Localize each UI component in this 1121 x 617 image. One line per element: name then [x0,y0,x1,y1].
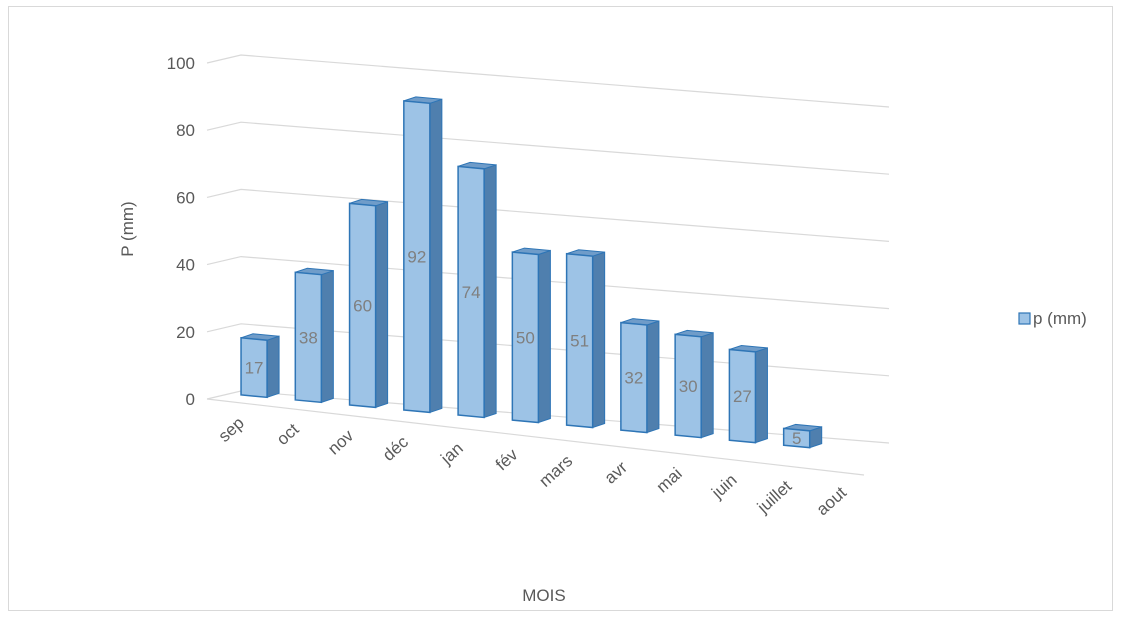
chart-canvas: 0 20 40 60 80 100 17 38 60 92 74 50 51 32 30 27 5 sep oc… [118,54,1087,605]
bar-front [511,251,540,424]
legend-swatch [1018,312,1031,325]
x-tick-label: fév [492,445,522,475]
bar [511,247,551,424]
bar-side [592,251,606,429]
bar [620,318,660,434]
data-label: 74 [462,283,481,302]
x-tick-label: nov [324,426,357,459]
bar [782,423,823,449]
data-label: 17 [245,359,264,378]
bar-front [403,100,431,414]
bar [348,198,389,409]
chart-frame: 0 20 40 60 80 100 17 38 60 92 74 50 51 32 30 27 5 sep oc… [8,6,1113,611]
y-tick-label: 80 [176,121,195,140]
gridline [206,188,890,242]
bar-front [348,202,377,409]
data-label: 51 [570,332,589,351]
y-tick-label: 0 [186,390,195,409]
bar [457,161,497,419]
bar-front [457,165,485,419]
data-label: 38 [299,328,318,347]
y-axis-title: P (mm) [118,201,137,256]
data-label: 5 [792,429,801,448]
bar-front [240,336,268,399]
gridlines [206,54,890,476]
data-label: 30 [679,377,698,396]
bar-side [646,320,660,434]
bar [728,344,768,444]
data-label: 50 [516,328,535,347]
bar-side [700,332,714,439]
x-tick-label: déc [379,432,412,465]
bar-front [782,427,811,449]
bar-side [320,269,334,404]
y-tick-label: 40 [176,256,195,275]
y-axis-ticks: 0 20 40 60 80 100 [167,54,195,409]
bar-front [294,271,323,404]
x-tick-label: jan [436,439,466,469]
x-tick-label: juin [707,470,740,502]
x-tick-label: avr [601,457,632,487]
bar [294,267,334,404]
bar [674,329,714,439]
y-tick-label: 60 [176,188,195,207]
gridline [206,323,890,377]
bar-side [537,249,551,424]
x-tick-label: juillet [753,476,795,517]
bar-side [483,164,497,419]
bar-front [620,321,648,434]
bar [403,96,443,414]
gridline [206,121,890,175]
floor-edge [206,398,865,476]
data-labels: 17 38 60 92 74 50 51 32 30 27 5 [245,248,802,448]
bar-front [674,333,702,439]
bars [240,96,823,449]
y-tick-label: 20 [176,323,195,342]
bar-side [375,201,389,409]
x-tick-label: sep [215,413,248,445]
bar [565,249,606,429]
data-label: 92 [407,248,426,267]
x-tick-label: mai [653,464,686,496]
x-tick-label: mars [535,451,576,490]
bar-front [565,252,594,429]
bar [240,333,280,399]
gridline [206,255,890,310]
legend: p (mm) [1018,309,1087,328]
data-label: 32 [624,369,643,388]
data-label: 60 [353,296,372,315]
y-tick-label: 100 [167,54,195,73]
bar-side [266,335,280,399]
bar-side [429,98,443,414]
legend-label: p (mm) [1033,309,1087,328]
x-tick-label: aout [813,483,851,519]
x-axis-title: MOIS [522,586,565,605]
bar-front [728,348,757,444]
gridline [206,54,890,108]
bar-side [754,347,768,444]
x-tick-label: oct [273,419,303,448]
data-label: 27 [733,387,752,406]
